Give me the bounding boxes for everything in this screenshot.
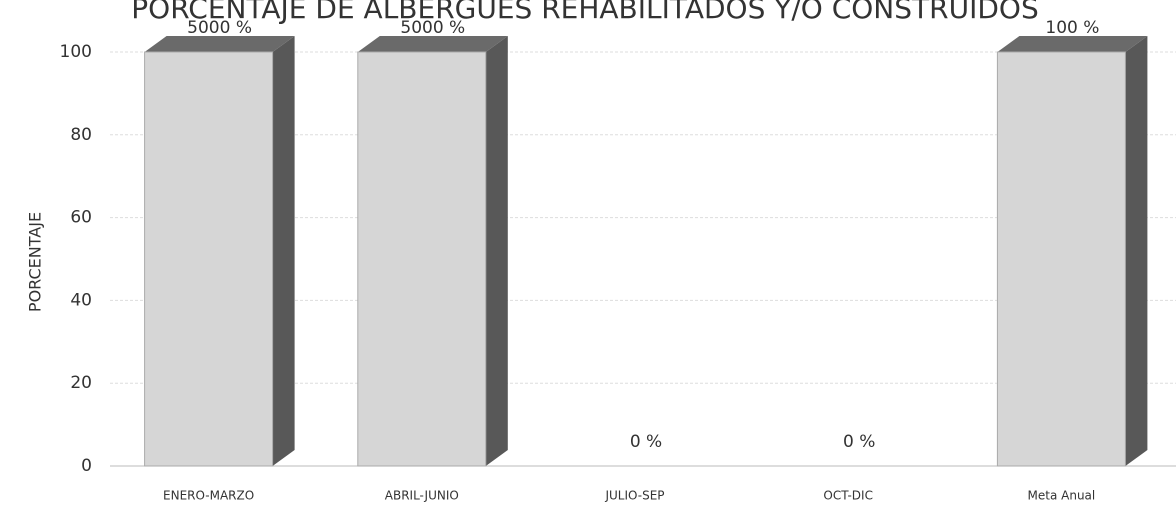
x-tick-label: OCT-DIC bbox=[823, 489, 873, 503]
bar-top bbox=[997, 36, 1148, 52]
y-tick-label: 20 bbox=[70, 373, 92, 393]
y-tick-label: 60 bbox=[70, 208, 92, 228]
bar-top bbox=[144, 36, 295, 52]
value-label: 5000 % bbox=[400, 18, 465, 38]
y-tick-label: 40 bbox=[70, 290, 92, 310]
bar bbox=[144, 51, 274, 467]
x-tick-label: Meta Anual bbox=[1028, 489, 1096, 503]
bar-side bbox=[485, 36, 508, 466]
y-tick-label: 80 bbox=[70, 125, 92, 145]
value-label: 5000 % bbox=[187, 18, 252, 38]
bar bbox=[357, 51, 487, 467]
y-axis-label: PORCENTAJE bbox=[26, 212, 45, 312]
value-label: 100 % bbox=[1045, 18, 1099, 38]
bar-top bbox=[357, 36, 508, 52]
value-label: 0 % bbox=[630, 432, 662, 452]
bar-side bbox=[1125, 36, 1148, 466]
x-tick-label: ENERO-MARZO bbox=[163, 489, 254, 503]
bar bbox=[996, 51, 1126, 467]
chart-title: PORCENTAJE DE ALBERGUES REHABILITADOS Y/… bbox=[131, 0, 1038, 25]
x-tick-label: ABRIL-JUNIO bbox=[385, 489, 459, 503]
bar-side bbox=[272, 36, 295, 466]
y-tick-label: 0 bbox=[81, 456, 92, 476]
value-label: 0 % bbox=[843, 432, 875, 452]
x-tick-label: JULIO-SEP bbox=[604, 489, 664, 503]
y-tick-label: 100 bbox=[60, 42, 92, 62]
